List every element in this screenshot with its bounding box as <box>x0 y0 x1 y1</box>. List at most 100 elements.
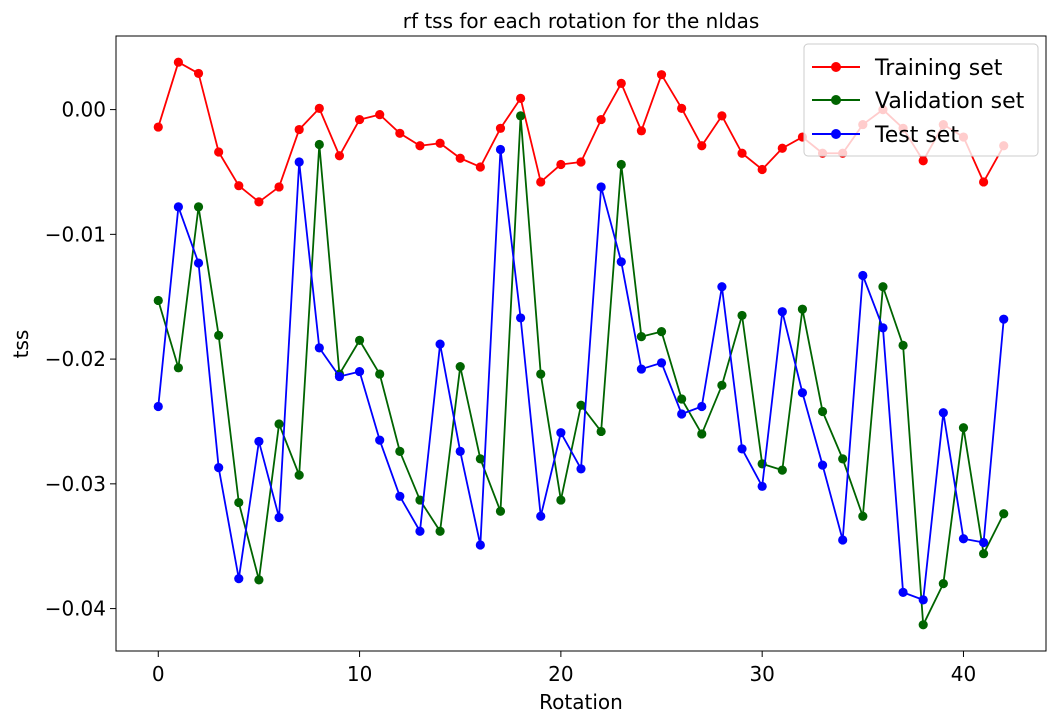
x-axis: 0 10 20 30 40 <box>152 651 976 686</box>
data-point-test <box>516 313 526 323</box>
data-point-test <box>898 587 908 597</box>
data-point-training <box>274 182 284 192</box>
data-point-validation <box>596 426 606 437</box>
data-point-training <box>536 177 546 187</box>
data-point-training <box>616 78 626 88</box>
y-tick-label: −0.02 <box>45 347 106 371</box>
data-point-test <box>173 202 183 212</box>
series-layer <box>153 57 1009 630</box>
data-point-test <box>979 537 989 548</box>
data-point-validation <box>918 620 928 630</box>
data-point-training <box>455 153 465 163</box>
y-axis: 0.00 −0.01 −0.02 −0.03 −0.04 <box>45 98 116 621</box>
legend-marker-test <box>831 129 841 139</box>
data-point-validation <box>214 330 224 340</box>
data-point-test <box>153 401 163 412</box>
data-point-validation <box>938 579 948 589</box>
data-point-training <box>475 162 485 172</box>
data-point-test <box>777 307 787 317</box>
data-point-training <box>193 68 204 79</box>
data-point-validation <box>274 419 284 429</box>
data-point-validation <box>958 423 969 433</box>
data-point-validation <box>838 454 848 464</box>
data-point-validation <box>556 495 566 505</box>
data-point-test <box>375 435 385 445</box>
legend-marker-validation <box>831 95 841 105</box>
data-point-training <box>697 141 707 151</box>
data-point-training <box>918 156 928 166</box>
data-point-validation <box>697 429 707 439</box>
data-point-test <box>797 388 808 398</box>
y-tick-label: 0.00 <box>61 98 106 122</box>
data-point-validation <box>314 139 324 150</box>
data-point-test <box>596 182 606 192</box>
data-point-test <box>838 535 848 545</box>
data-point-validation <box>354 335 365 345</box>
series-test <box>153 144 1009 605</box>
data-point-validation <box>817 406 828 417</box>
data-point-validation <box>858 511 868 521</box>
data-point-training <box>717 111 727 121</box>
data-point-training <box>153 122 163 132</box>
data-point-training <box>757 164 767 175</box>
data-point-training <box>254 197 264 207</box>
data-point-test <box>918 595 928 605</box>
data-point-training <box>214 147 224 157</box>
data-point-test <box>475 540 485 550</box>
data-point-training <box>677 103 687 113</box>
data-point-test <box>717 282 727 292</box>
data-point-validation <box>898 340 908 350</box>
data-point-validation <box>797 304 808 314</box>
data-point-test <box>314 343 324 353</box>
data-point-training <box>656 70 667 80</box>
data-point-validation <box>173 363 183 373</box>
data-point-validation <box>536 369 546 379</box>
data-point-validation <box>294 470 304 480</box>
legend-entry-test: Test set <box>812 123 959 148</box>
data-point-training <box>596 114 606 125</box>
data-point-test <box>455 446 465 457</box>
x-tick-label: 10 <box>347 662 372 686</box>
y-tick-label: −0.03 <box>45 472 106 496</box>
data-point-test <box>677 409 687 419</box>
data-point-training <box>556 159 566 170</box>
data-point-validation <box>576 400 586 410</box>
data-point-test <box>214 463 224 473</box>
y-axis-label: tss <box>9 330 33 359</box>
data-point-validation <box>878 282 888 292</box>
data-point-validation <box>979 549 989 559</box>
data-point-test <box>636 364 646 374</box>
data-point-test <box>757 481 767 491</box>
x-tick-label: 0 <box>152 662 165 686</box>
data-point-training <box>495 123 506 133</box>
data-point-test <box>435 339 445 349</box>
data-point-test <box>415 526 425 536</box>
data-point-training <box>375 109 385 120</box>
data-point-test <box>395 491 405 501</box>
data-point-validation <box>375 369 385 379</box>
legend-marker-training <box>831 62 841 72</box>
data-point-test <box>354 366 365 377</box>
data-point-test <box>958 534 969 544</box>
data-point-test <box>878 323 888 333</box>
data-point-training <box>395 128 405 138</box>
data-point-test <box>576 464 586 474</box>
data-point-validation <box>193 202 204 212</box>
data-point-training <box>737 148 747 158</box>
data-point-test <box>858 270 868 281</box>
data-point-validation <box>516 111 526 121</box>
data-point-test <box>193 258 204 268</box>
data-point-validation <box>395 446 405 457</box>
data-point-training <box>435 138 445 148</box>
data-point-validation <box>254 575 264 585</box>
legend-label-validation: Validation set <box>875 89 1025 114</box>
data-point-test <box>697 401 707 412</box>
data-point-test <box>817 460 828 470</box>
data-point-test <box>274 512 284 523</box>
data-point-test <box>938 408 948 418</box>
data-point-test <box>656 358 667 368</box>
data-point-training <box>294 124 304 135</box>
data-point-test <box>334 371 345 382</box>
data-point-validation <box>495 506 506 516</box>
